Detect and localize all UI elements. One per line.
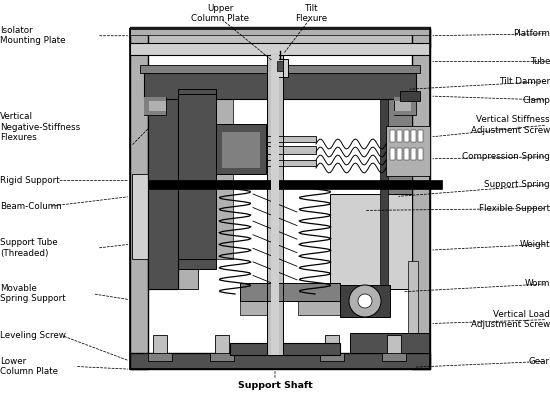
Text: Support Tube
(Threaded): Support Tube (Threaded) — [0, 239, 58, 258]
Bar — [130, 29, 148, 369]
Bar — [382, 69, 412, 289]
Text: Vertical
Negative-Stiffness
Flexures: Vertical Negative-Stiffness Flexures — [0, 112, 80, 142]
Bar — [144, 73, 416, 99]
Text: Weight: Weight — [520, 240, 550, 249]
Text: Support Shaft: Support Shaft — [238, 381, 312, 390]
Text: Lower
Column Plate: Lower Column Plate — [0, 357, 58, 376]
Bar — [382, 353, 406, 361]
Bar — [320, 353, 344, 361]
Bar — [144, 97, 166, 115]
Bar — [132, 174, 172, 259]
Bar — [140, 65, 420, 73]
Text: Flexible Support: Flexible Support — [479, 204, 550, 213]
Bar — [272, 59, 288, 77]
Bar — [216, 136, 316, 142]
Bar — [325, 335, 339, 355]
Text: Platform: Platform — [513, 29, 550, 38]
Bar — [148, 69, 178, 289]
Bar — [390, 148, 395, 160]
Bar — [130, 27, 430, 35]
Bar — [130, 43, 430, 55]
Bar — [394, 97, 416, 101]
Text: Leveling Screw: Leveling Screw — [0, 331, 66, 340]
Bar — [330, 194, 412, 289]
Text: Gear: Gear — [529, 357, 550, 366]
Text: Tube: Tube — [530, 57, 550, 66]
Text: Rigid Support: Rigid Support — [0, 176, 59, 185]
Bar — [397, 148, 402, 160]
Bar — [148, 69, 178, 289]
Bar — [216, 124, 266, 174]
Text: Tilt Damper: Tilt Damper — [499, 77, 550, 86]
Bar — [418, 148, 423, 160]
Text: Movable
Spring Support: Movable Spring Support — [0, 284, 65, 303]
Bar — [411, 130, 416, 142]
Text: Vertical Load
Adjustment Screw: Vertical Load Adjustment Screw — [471, 310, 550, 329]
Bar — [411, 97, 416, 115]
Bar — [411, 148, 416, 160]
Bar — [216, 160, 316, 166]
Bar — [404, 130, 409, 142]
Bar — [380, 69, 388, 289]
Bar — [130, 27, 430, 47]
Bar — [408, 261, 418, 341]
Bar — [215, 335, 229, 355]
Text: Worm: Worm — [525, 279, 550, 288]
Bar — [240, 299, 282, 315]
Text: Compression Spring: Compression Spring — [462, 152, 550, 161]
Bar — [404, 148, 409, 160]
Bar — [148, 180, 442, 189]
Bar — [298, 299, 340, 315]
Bar — [178, 94, 216, 259]
Bar — [277, 61, 283, 71]
Bar — [267, 55, 283, 355]
Text: Isolator
Mounting Plate: Isolator Mounting Plate — [0, 26, 65, 45]
Bar — [130, 353, 430, 369]
Bar — [340, 285, 390, 317]
Text: Upper
Column Plate: Upper Column Plate — [191, 4, 249, 23]
Bar — [144, 97, 166, 101]
Circle shape — [358, 294, 372, 308]
Bar — [412, 29, 430, 369]
Bar — [397, 130, 402, 142]
Text: Tilt
Flexure: Tilt Flexure — [295, 4, 327, 23]
Text: Clamp: Clamp — [522, 96, 550, 104]
Bar — [394, 111, 416, 115]
Bar — [148, 69, 198, 289]
Text: Vertical Stiffness
Adjustment Screw: Vertical Stiffness Adjustment Screw — [471, 116, 550, 135]
Bar — [350, 333, 430, 353]
Bar — [153, 335, 167, 355]
Bar — [144, 111, 166, 115]
Text: Support Spring: Support Spring — [485, 180, 550, 189]
Bar — [144, 97, 149, 115]
Text: Beam-Column: Beam-Column — [0, 202, 62, 211]
Bar — [222, 132, 260, 168]
Bar — [386, 126, 430, 176]
Bar — [387, 335, 401, 355]
Bar — [178, 89, 216, 269]
Bar — [271, 55, 279, 355]
Bar — [210, 353, 234, 361]
Bar — [148, 353, 172, 361]
Bar — [240, 283, 340, 301]
Bar — [400, 91, 420, 101]
Bar — [390, 130, 395, 142]
Bar — [418, 130, 423, 142]
Circle shape — [349, 285, 381, 317]
Bar — [216, 146, 316, 154]
Bar — [230, 343, 340, 355]
Bar — [394, 97, 416, 115]
Bar — [178, 94, 233, 259]
